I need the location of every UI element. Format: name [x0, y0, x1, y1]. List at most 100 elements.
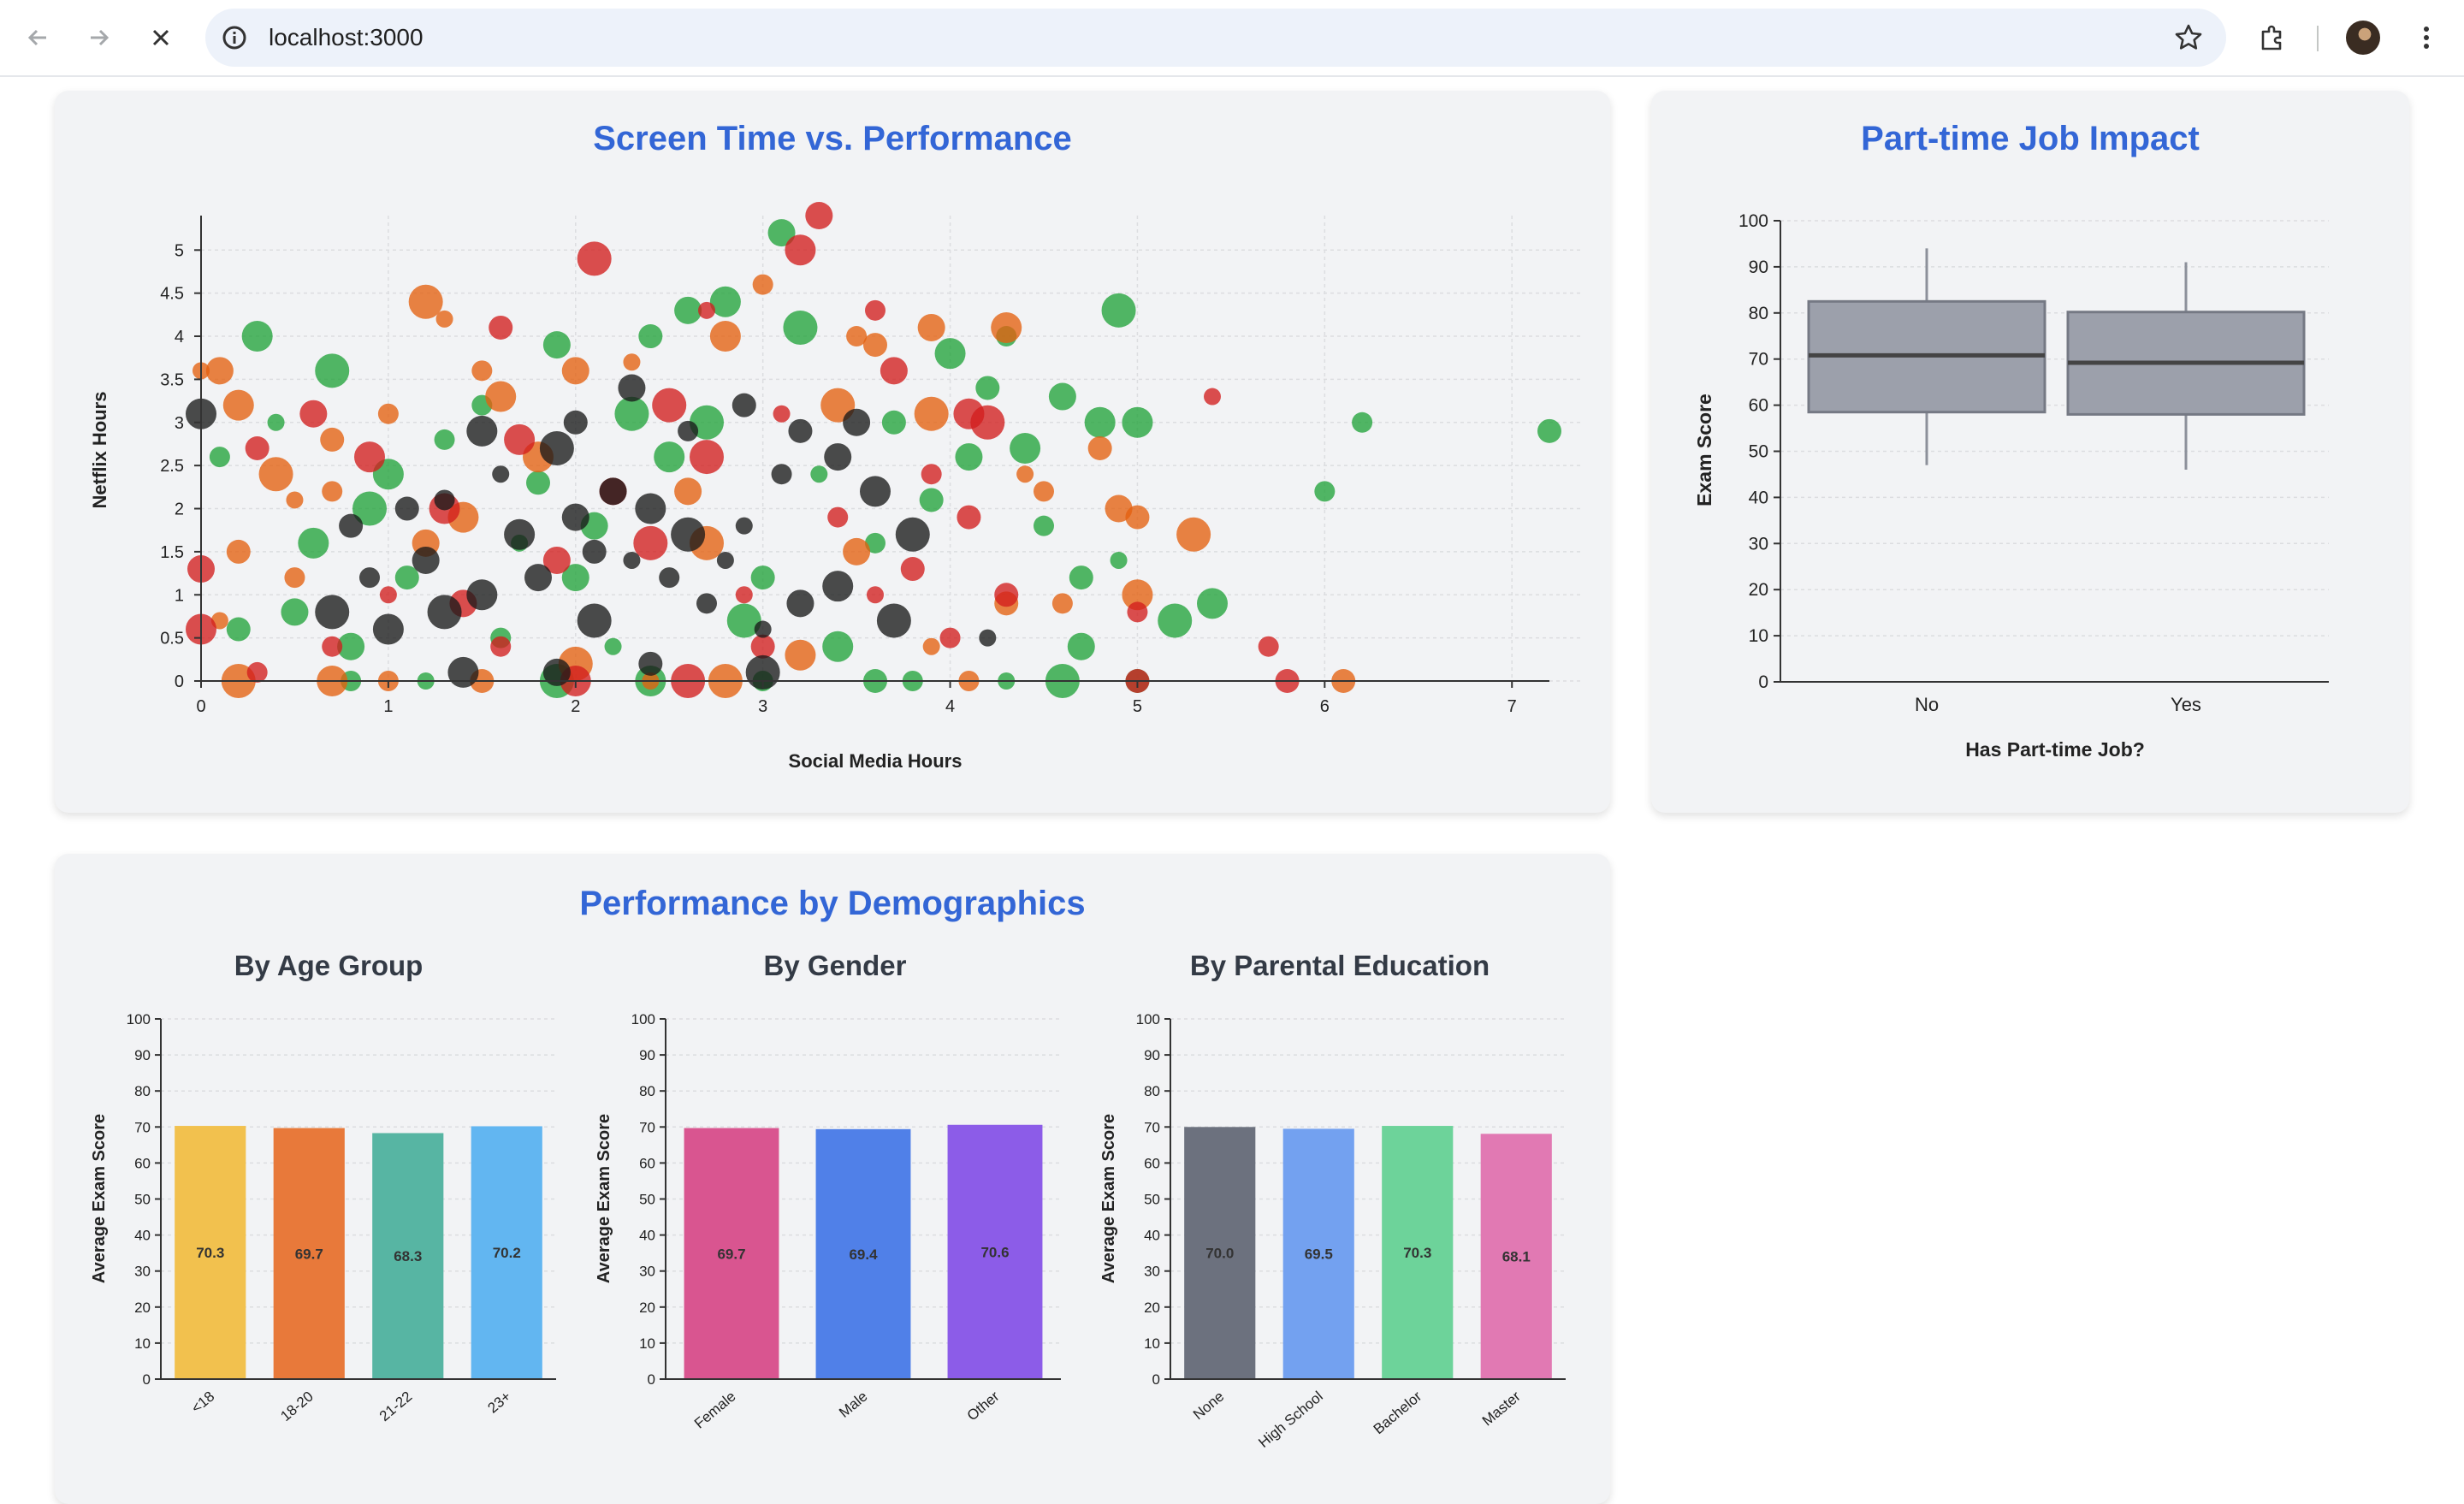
scatter-point: [504, 518, 536, 550]
y-tick-label: 3.5: [160, 370, 184, 389]
x-tick-label: None: [1190, 1389, 1227, 1424]
scatter-point: [654, 441, 685, 473]
more-vertical-icon: [2424, 27, 2429, 49]
url-text: localhost:3000: [269, 24, 424, 50]
scatter-point: [226, 539, 251, 564]
y-tick-label: 0.5: [160, 630, 184, 648]
scatter-point: [352, 491, 387, 526]
scatter-point: [1197, 588, 1228, 619]
scatter-point: [1034, 515, 1054, 536]
scatter-point: [698, 301, 715, 319]
site-info-icon[interactable]: [217, 21, 252, 55]
age-bar-chart: 70.3 <18 69.7 18-20 68.3 21-22 70.2 23+ 0 10 20 30 4…: [90, 1011, 556, 1424]
bookmark-star-icon[interactable]: [2171, 21, 2206, 55]
box-yes: [2066, 262, 2306, 471]
scatter-point: [767, 219, 796, 247]
y-tick-label: 4.5: [160, 285, 184, 304]
scatter-point: [315, 595, 350, 630]
x-tick-label: No: [1915, 694, 1939, 715]
address-bar[interactable]: localhost:3000: [205, 9, 2226, 67]
scatter-point: [785, 234, 816, 266]
y-axis-label: Netflix Hours: [89, 392, 110, 509]
scatter-point: [1105, 494, 1133, 523]
scatter-point: [880, 357, 908, 385]
y-tick-label: 90: [1144, 1047, 1160, 1063]
profile-avatar[interactable]: [2346, 21, 2380, 55]
y-tick-label: 60: [1749, 396, 1768, 416]
scatter-point: [876, 603, 911, 638]
bar-value-label: 70.2: [493, 1245, 521, 1261]
x-tick-label: Male: [836, 1389, 870, 1421]
scatter-point: [582, 539, 607, 564]
scatter-point: [1122, 406, 1153, 438]
scatter-point: [322, 636, 343, 657]
x-tick-label: Other: [964, 1388, 1003, 1424]
scatter-point: [1258, 636, 1279, 657]
scatter-point: [471, 360, 493, 382]
y-tick-label: 50: [1749, 442, 1768, 462]
scatter-point: [635, 493, 666, 524]
scatter-points: [186, 202, 1561, 698]
scatter-point: [258, 457, 293, 492]
x-tick-label: 5: [1133, 697, 1142, 716]
scatter-point: [427, 595, 462, 630]
stop-loading-button[interactable]: [140, 17, 181, 58]
scatter-point: [298, 527, 329, 559]
scatter-point: [750, 634, 775, 659]
scatter-point: [810, 465, 828, 483]
y-tick-label: 30: [1749, 534, 1768, 554]
scatter-point: [614, 396, 649, 431]
y-tick-label: 20: [1749, 580, 1768, 600]
scatter-point: [561, 564, 589, 592]
y-tick-label: 100: [127, 1011, 151, 1027]
bar-value-label: 70.6: [980, 1244, 1009, 1260]
scatter-point: [539, 431, 574, 465]
y-tick-label: 2.5: [160, 457, 184, 476]
bar: [273, 1128, 345, 1379]
scatter-point: [1016, 465, 1034, 483]
puzzle-piece-icon: [2261, 25, 2282, 50]
scatter-point: [222, 389, 254, 421]
scatter-card-title: Screen Time vs. Performance: [593, 120, 1072, 157]
scatter-point: [379, 586, 397, 604]
scatter-point: [1067, 632, 1095, 660]
browser-menu-button[interactable]: [2406, 17, 2447, 58]
scatter-point: [315, 353, 350, 388]
scatter-point: [226, 617, 251, 642]
scatter-chart: 0 1 2 3 4 5 6 7 0 0.5 1 1.5 2 2.5 3 3.5 4 4.5 5 Social Medi…: [89, 202, 1580, 772]
scatter-point: [339, 513, 364, 538]
back-button[interactable]: [17, 17, 58, 58]
y-tick-label: 10: [1144, 1335, 1160, 1352]
box-card-title: Part-time Job Impact: [1861, 120, 2200, 157]
scatter-card: Screen Time vs. Performance 0 1 2 3 4 5 6 7 0 0.5…: [55, 91, 1610, 813]
scatter-point: [320, 427, 345, 452]
forward-button[interactable]: [79, 17, 120, 58]
scatter-point: [716, 551, 734, 569]
scatter-point: [563, 410, 588, 435]
close-icon: [152, 29, 169, 46]
scatter-point: [447, 656, 479, 688]
y-tick-label: 50: [639, 1192, 655, 1208]
y-tick-label: 40: [1144, 1228, 1160, 1244]
x-tick-label: Bachelor: [1371, 1388, 1425, 1437]
x-tick-label: 7: [1507, 697, 1517, 716]
arrow-right-icon: [91, 29, 110, 46]
scatter-point: [754, 620, 772, 638]
scatter-point: [865, 532, 886, 554]
x-tick-label: Yes: [2171, 694, 2201, 715]
y-tick-label: 0: [143, 1371, 151, 1388]
x-tick-label: 23+: [485, 1388, 514, 1416]
scatter-point: [281, 598, 309, 626]
extensions-button[interactable]: [2252, 17, 2293, 58]
bar-value-label: 69.7: [717, 1246, 745, 1262]
y-tick-label: 5: [175, 241, 184, 260]
scatter-point: [752, 274, 773, 295]
scatter-point: [919, 488, 944, 512]
scatter-point: [490, 636, 512, 657]
scatter-point: [504, 423, 536, 455]
scatter-point: [526, 471, 550, 495]
scatter-point: [408, 284, 443, 319]
scatter-point: [970, 405, 1005, 440]
y-tick-label: 50: [134, 1192, 151, 1208]
y-axis-label: Average Exam Score: [595, 1114, 613, 1283]
